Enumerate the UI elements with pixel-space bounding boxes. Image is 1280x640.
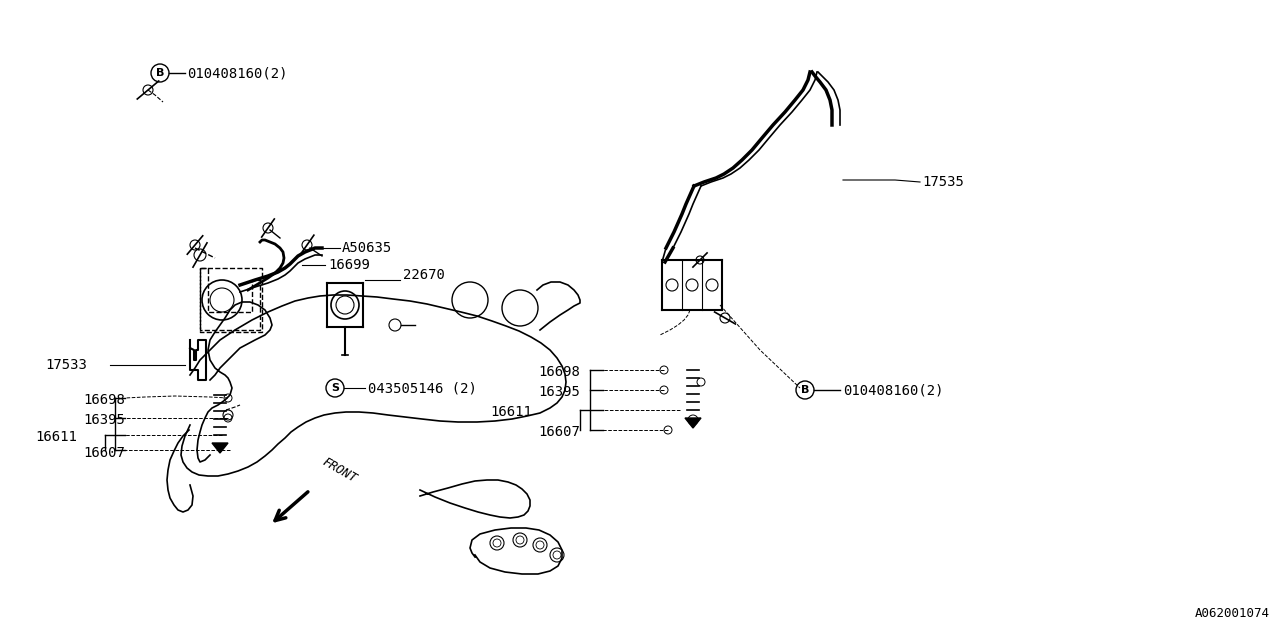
Text: 043505146 (2): 043505146 (2): [369, 381, 477, 395]
Text: 17533: 17533: [45, 358, 87, 372]
Polygon shape: [685, 418, 701, 428]
Text: 16698: 16698: [83, 393, 125, 407]
Text: 16611: 16611: [490, 405, 532, 419]
Text: 17535: 17535: [922, 175, 964, 189]
Text: 16699: 16699: [328, 258, 370, 272]
Text: 22670: 22670: [403, 268, 445, 282]
Text: A062001074: A062001074: [1196, 607, 1270, 620]
Text: 16395: 16395: [538, 385, 580, 399]
Text: B: B: [156, 68, 164, 78]
Polygon shape: [212, 443, 228, 453]
Text: A50635: A50635: [342, 241, 392, 255]
Text: S: S: [332, 383, 339, 393]
Text: 16607: 16607: [538, 425, 580, 439]
Text: B: B: [801, 385, 809, 395]
Text: 16607: 16607: [83, 446, 125, 460]
Text: 010408160(2): 010408160(2): [844, 383, 943, 397]
Text: 16698: 16698: [538, 365, 580, 379]
Text: 16611: 16611: [35, 430, 77, 444]
Text: 16395: 16395: [83, 413, 125, 427]
Text: FRONT: FRONT: [320, 455, 358, 485]
Text: 010408160(2): 010408160(2): [187, 66, 288, 80]
